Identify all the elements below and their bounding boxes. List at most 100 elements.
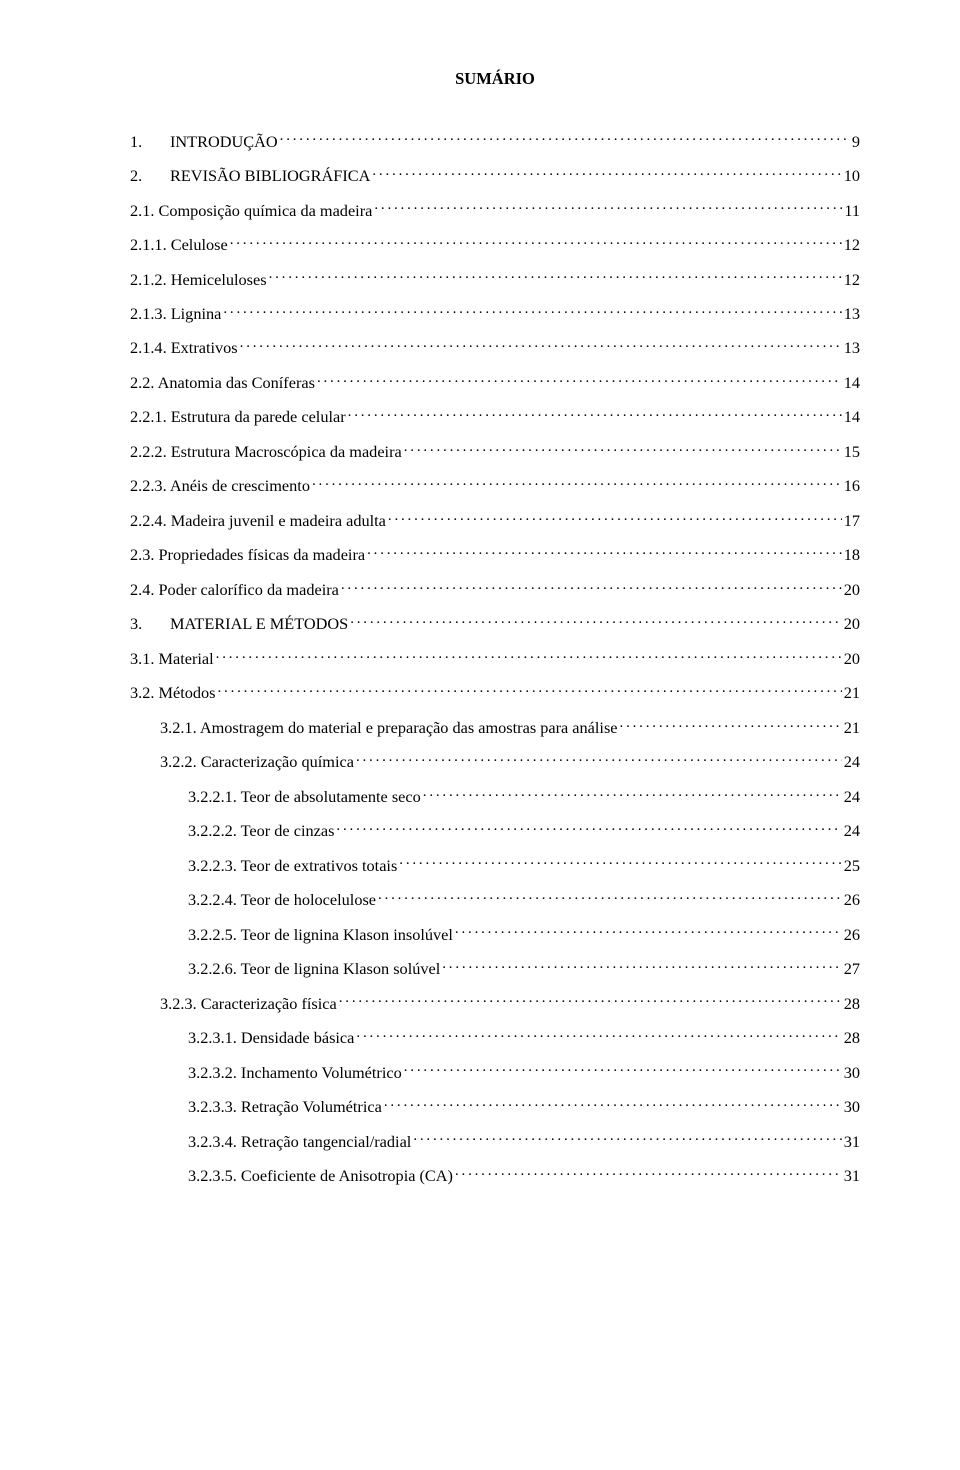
toc-entry-label: 3.2. Métodos (130, 682, 215, 704)
toc-entry-page: 13 (844, 303, 860, 325)
toc-entry-page: 13 (844, 337, 860, 359)
toc-entry-label: 2.2. Anatomia das Coníferas (130, 372, 315, 394)
toc-entry-label: 3.2.3.5. Coeficiente de Anisotropia (CA) (188, 1165, 453, 1187)
toc-entry-number: 2.4. (130, 580, 154, 599)
toc-entry-page: 17 (844, 510, 860, 532)
toc-entry-number: 3.2.3.2. (188, 1063, 237, 1082)
toc-dot-leader (404, 1061, 842, 1077)
toc-dot-leader (374, 199, 842, 215)
toc-entry-number: 3.2.2.2. (188, 821, 237, 840)
toc-entry-label: 2.1.3. Lignina (130, 303, 221, 325)
toc-entry-text: Teor de lignina Klason solúvel (241, 959, 441, 978)
toc-entry-label: 3.2.2.3. Teor de extrativos totais (188, 855, 397, 877)
toc-entry: 3.2. Métodos21 (130, 682, 860, 704)
toc-entry-number: 2.1.2. (130, 270, 167, 289)
toc-entry-number: 2.1.3. (130, 304, 167, 323)
toc-entry-label: 3.2.3.4. Retração tangencial/radial (188, 1131, 411, 1153)
toc-entry-text: Amostragem do material e preparação das … (200, 718, 618, 737)
toc-entry-label: 3.2.1. Amostragem do material e preparaç… (160, 717, 618, 739)
toc-entry-page: 24 (844, 751, 860, 773)
toc-entry-text: INTRODUÇÃO (170, 132, 278, 151)
toc-entry: 2.2.4. Madeira juvenil e madeira adulta1… (130, 510, 860, 532)
toc-entry-number: 2.2.3. (130, 476, 167, 495)
toc-entry-page: 28 (844, 1027, 860, 1049)
toc-entry-page: 21 (844, 717, 860, 739)
toc-entry-text: Extrativos (171, 338, 238, 357)
toc-entry-text: Estrutura da parede celular (171, 407, 346, 426)
toc-entry-text: Estrutura Macroscópica da madeira (171, 442, 402, 461)
toc-entry-label: 2.2.3. Anéis de crescimento (130, 475, 310, 497)
toc-dot-leader (356, 751, 842, 767)
toc-dot-leader (378, 889, 842, 905)
toc-entry-label: 2.REVISÃO BIBLIOGRÁFICA (130, 165, 370, 187)
toc-entry: 3.2.3.3. Retração Volumétrica30 (130, 1096, 860, 1118)
toc-entry: 3.1. Material20 (130, 648, 860, 670)
toc-entry-number: 2.2.1. (130, 407, 167, 426)
toc-entry-number: 3.2.1. (160, 718, 197, 737)
toc-entry-label: 3.2.2. Caracterização química (160, 751, 354, 773)
toc-dot-leader (384, 1096, 842, 1112)
toc-entry-number: 3.2.2.1. (188, 787, 237, 806)
toc-dot-leader (423, 785, 842, 801)
toc-entry-number: 3.2.3.3. (188, 1097, 237, 1116)
toc-entry-number: 2.2.4. (130, 511, 167, 530)
toc-entry-number: 2.2.2. (130, 442, 167, 461)
toc-entry-text: Anatomia das Coníferas (158, 373, 315, 392)
toc-dot-leader (217, 682, 841, 698)
toc-entry-page: 16 (844, 475, 860, 497)
toc-entry: 3.2.3. Caracterização física28 (130, 992, 860, 1014)
toc-entry-number: 1. (130, 131, 170, 153)
toc-entry-number: 3.2. (130, 683, 154, 702)
toc-entry: 3.2.2.3. Teor de extrativos totais25 (130, 854, 860, 876)
toc-dot-leader (399, 854, 841, 870)
toc-dot-leader (348, 406, 842, 422)
toc-entry-number: 3.2.2.5. (188, 925, 237, 944)
toc-entry-text: Composição química da madeira (159, 201, 373, 220)
toc-dot-leader (240, 337, 842, 353)
toc-entry-page: 30 (844, 1096, 860, 1118)
toc-entry-label: 2.3. Propriedades físicas da madeira (130, 544, 365, 566)
toc-entry-page: 14 (844, 372, 860, 394)
toc-dot-leader (413, 1130, 841, 1146)
toc-entry: 2.REVISÃO BIBLIOGRÁFICA10 (130, 165, 860, 187)
toc-entry-number: 2.3. (130, 545, 154, 564)
toc-entry-page: 20 (844, 648, 860, 670)
toc-dot-leader (216, 648, 842, 664)
toc-dot-leader (223, 303, 841, 319)
toc-dot-leader (388, 510, 842, 526)
toc-entry-page: 26 (844, 924, 860, 946)
toc-entry: 3.2.2.6. Teor de lignina Klason solúvel 2… (130, 958, 860, 980)
toc-entry: 2.3. Propriedades físicas da madeira 18 (130, 544, 860, 566)
toc-entry-text: REVISÃO BIBLIOGRÁFICA (170, 166, 370, 185)
toc-entry: 3.2.1. Amostragem do material e preparaç… (130, 717, 860, 739)
toc-entry-label: 3.2.2.4. Teor de holocelulose (188, 889, 376, 911)
toc-entry-label: 3.2.2.5. Teor de lignina Klason insolúve… (188, 924, 453, 946)
toc-entry-label: 3.2.3.2. Inchamento Volumétrico (188, 1062, 402, 1084)
toc-entry: 2.1.4. Extrativos13 (130, 337, 860, 359)
toc-entry-page: 20 (844, 579, 860, 601)
toc-entry: 2.2. Anatomia das Coníferas 14 (130, 372, 860, 394)
toc-entry-page: 15 (844, 441, 860, 463)
toc-entry: 2.1.1. Celulose12 (130, 234, 860, 256)
toc-entry-page: 27 (844, 958, 860, 980)
toc-entry: 3.2.3.2. Inchamento Volumétrico30 (130, 1061, 860, 1083)
toc-entry: 3.2.2.2. Teor de cinzas24 (130, 820, 860, 842)
toc-entry: 3.2.2. Caracterização química 24 (130, 751, 860, 773)
toc-entry-text: Retração tangencial/radial (241, 1132, 411, 1151)
toc-entry-text: Anéis de crescimento (170, 476, 310, 495)
toc-entry-number: 2.2. (130, 373, 154, 392)
toc-entry-label: 3.2.3. Caracterização física (160, 993, 337, 1015)
toc-entry-number: 3.2.2.3. (188, 856, 237, 875)
toc-dot-leader (455, 1165, 842, 1181)
toc-dot-leader (442, 958, 841, 974)
toc-entry-page: 31 (844, 1131, 860, 1153)
toc-entry-page: 18 (844, 544, 860, 566)
toc-entry-text: Teor de lignina Klason insolúvel (241, 925, 453, 944)
toc-entry-text: Teor de holocelulose (241, 890, 376, 909)
toc-entry-number: 2.1.1. (130, 235, 167, 254)
toc-entry-label: 2.1.2. Hemiceluloses (130, 269, 267, 291)
toc-entry-label: 3.2.2.6. Teor de lignina Klason solúvel (188, 958, 440, 980)
toc-dot-leader (230, 234, 842, 250)
toc-dot-leader (280, 130, 850, 146)
toc-entry: 2.1.3. Lignina 13 (130, 303, 860, 325)
